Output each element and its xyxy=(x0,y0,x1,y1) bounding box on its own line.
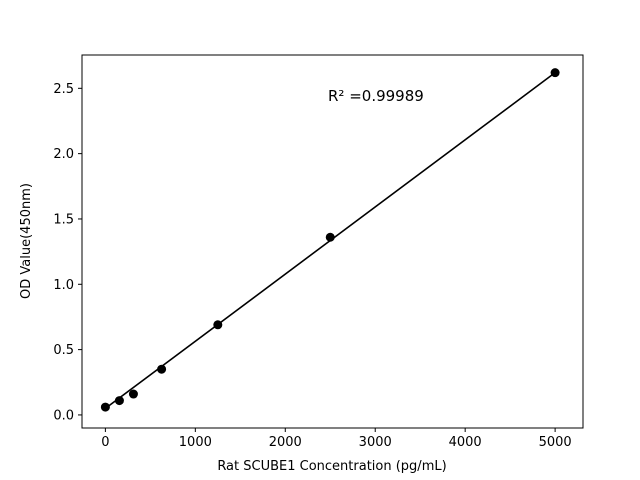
y-tick-label: 0.5 xyxy=(53,343,74,358)
r-squared-annotation: R² =0.99989 xyxy=(328,87,424,105)
x-tick-label: 5000 xyxy=(539,435,572,450)
data-point xyxy=(325,232,335,242)
data-point xyxy=(213,320,223,330)
y-axis-ticks: 0.0 0.5 1.0 1.5 2.0 2.5 xyxy=(53,82,82,423)
plot-border xyxy=(81,54,584,429)
data-point xyxy=(114,396,124,406)
x-tick-label: 2000 xyxy=(269,435,302,450)
x-tick-label: 0 xyxy=(101,435,109,450)
data-points xyxy=(100,68,560,412)
y-axis-label: OD Value(450nm) xyxy=(19,183,34,299)
x-axis-ticks: 0 1000 2000 3000 4000 5000 xyxy=(101,428,572,450)
data-point xyxy=(157,364,167,374)
x-tick-label: 3000 xyxy=(359,435,392,450)
y-tick-label: 1.0 xyxy=(53,278,74,293)
y-tick-label: 2.5 xyxy=(53,82,74,97)
data-point xyxy=(550,68,560,78)
y-tick-label: 2.0 xyxy=(53,147,74,162)
x-tick-label: 4000 xyxy=(449,435,482,450)
y-tick-label: 0.0 xyxy=(53,408,74,423)
y-tick-label: 1.5 xyxy=(53,212,74,227)
x-axis-label: Rat SCUBE1 Concentration (pg/mL) xyxy=(217,459,446,474)
x-tick-label: 1000 xyxy=(179,435,212,450)
data-point xyxy=(100,402,110,412)
data-point xyxy=(128,389,138,399)
